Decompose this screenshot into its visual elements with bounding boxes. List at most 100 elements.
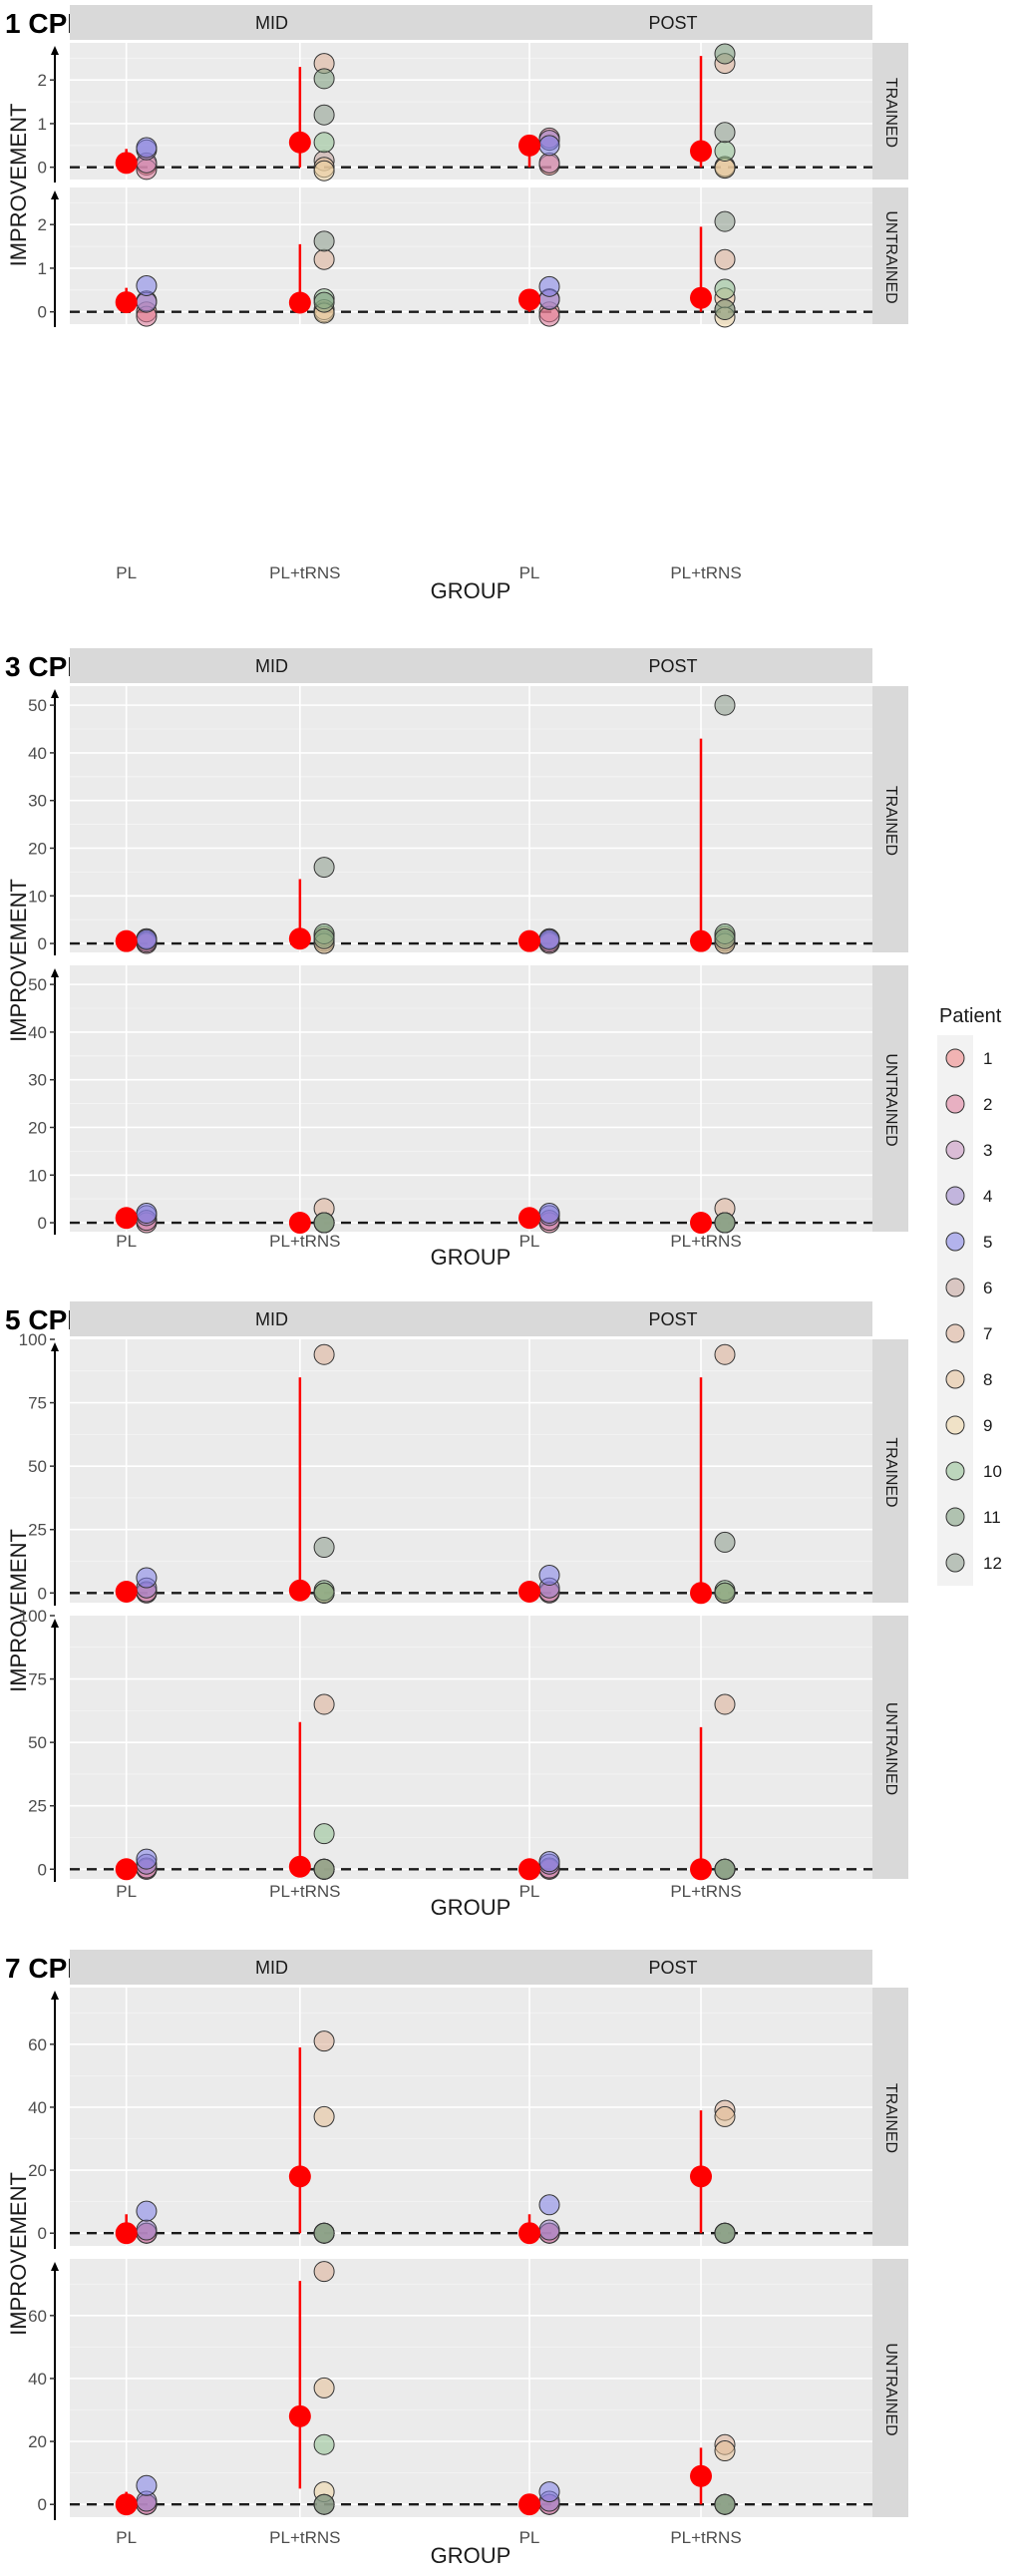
- panel-background: [474, 1616, 872, 1879]
- patient-point-5: [538, 928, 560, 950]
- strip-label-mid: MID: [255, 1958, 288, 1978]
- patient-point-5: [136, 1202, 158, 1224]
- panel-background: [70, 1988, 474, 2246]
- mean-point: [288, 2404, 311, 2427]
- y-tick-label: 40: [28, 2098, 47, 2117]
- y-tick-label: 25: [28, 1797, 47, 1816]
- patient-point-11: [714, 927, 736, 949]
- y-tick-label: 10: [28, 1166, 47, 1185]
- y-tick-label: 0: [38, 934, 47, 953]
- strip-trained: [872, 1988, 908, 2246]
- patient-point-12: [313, 1858, 335, 1880]
- strip-mid: [70, 1301, 474, 1336]
- patient-point-7: [714, 248, 736, 270]
- mean-point: [690, 140, 712, 163]
- y-tick-label: 50: [28, 1457, 47, 1476]
- panel-background: [474, 686, 872, 952]
- patient-point-5: [136, 928, 158, 950]
- strip-mid: [70, 5, 474, 40]
- y-tick-label: 50: [28, 975, 47, 994]
- patient-point-9: [313, 160, 335, 182]
- x-tick-label: PL: [116, 563, 137, 582]
- patient-point-7: [313, 2261, 335, 2283]
- x-tick-label: PL: [519, 1882, 540, 1901]
- y-axis-arrow-icon: [51, 1991, 59, 2000]
- strip-label-trained: TRAINED: [882, 786, 899, 856]
- cell-mid-trained: [70, 1339, 474, 1604]
- patient-point-12: [313, 2493, 335, 2515]
- panel-5-cpd: 5 CPD MID POSTIMPROVEMENTTRAINED0255075100…: [5, 1301, 908, 1920]
- y-tick-label: 20: [28, 2432, 47, 2451]
- legend-label: 12: [983, 1554, 1002, 1573]
- patient-point-5: [136, 2474, 158, 2496]
- patient-point-12: [714, 1212, 736, 1234]
- panel-background: [474, 965, 872, 1232]
- legend-label: 1: [983, 1049, 992, 1068]
- strip-untrained: [872, 1616, 908, 1879]
- strip-label-mid: MID: [255, 1309, 288, 1329]
- legend-label: 3: [983, 1141, 992, 1160]
- patient-point-7: [313, 1343, 335, 1365]
- y-tick-label: 0: [38, 2224, 47, 2243]
- panel-background: [70, 686, 474, 952]
- cell-mid-trained: [70, 43, 474, 182]
- y-axis-arrow-icon: [51, 46, 59, 55]
- y-tick-label: 30: [28, 792, 47, 811]
- panel-background: [70, 2259, 474, 2517]
- strip-label-untrained: UNTRAINED: [882, 1053, 899, 1146]
- panel-background: [474, 2259, 872, 2517]
- mean-point: [288, 291, 311, 314]
- patient-point-5: [538, 2481, 560, 2503]
- cell-post-trained: [474, 1988, 872, 2246]
- patient-point-11: [313, 927, 335, 949]
- patient-point-4: [136, 2219, 158, 2241]
- legend-label: 11: [983, 1508, 1001, 1527]
- y-tick-label: 25: [28, 1521, 47, 1540]
- y-tick-label: 1: [38, 259, 47, 278]
- strip-mid: [70, 648, 474, 683]
- mean-point: [288, 131, 311, 154]
- mean-point: [115, 1581, 138, 1604]
- strip-untrained: [872, 965, 908, 1232]
- mean-point: [288, 1579, 311, 1602]
- patient-point-12: [313, 2222, 335, 2244]
- strip-mid: [70, 1950, 474, 1985]
- y-tick-label: 100: [19, 1330, 47, 1349]
- legend-label: 9: [983, 1416, 992, 1435]
- legend-label: 5: [983, 1233, 992, 1252]
- strip-label-trained: TRAINED: [882, 2083, 899, 2153]
- legend-label: 4: [983, 1187, 992, 1206]
- strip-label-post: POST: [648, 13, 697, 33]
- legend-key-7: [945, 1323, 965, 1343]
- patient-point-5: [538, 2194, 560, 2216]
- patient-point-12: [714, 1531, 736, 1553]
- y-tick-label: 2: [38, 71, 47, 90]
- mean-point: [115, 2493, 138, 2516]
- patient-point-12: [313, 857, 335, 879]
- legend-key-5: [945, 1232, 965, 1252]
- mean-point: [288, 1855, 311, 1878]
- x-tick-label: PL: [116, 1232, 137, 1251]
- cell-post-trained: [474, 43, 872, 180]
- strip-untrained: [872, 187, 908, 324]
- y-tick-label: 60: [28, 2035, 47, 2054]
- y-tick-label: 0: [38, 2495, 47, 2514]
- y-tick-label: 30: [28, 1071, 47, 1090]
- strip-label-untrained: UNTRAINED: [882, 1702, 899, 1795]
- strip-post: [474, 648, 872, 683]
- cell-post-untrained: [474, 965, 872, 1235]
- patient-point-12: [714, 1858, 736, 1880]
- patient-point-11: [714, 43, 736, 65]
- mean-point: [690, 286, 712, 309]
- patient-point-8: [714, 2105, 736, 2127]
- patient-point-7: [313, 1693, 335, 1715]
- patient-point-5: [538, 1564, 560, 1586]
- patient-point-11: [313, 1582, 335, 1604]
- patient-point-7: [714, 1343, 736, 1365]
- y-axis-arrow-icon: [51, 689, 59, 698]
- legend-key-column: [937, 1035, 973, 1586]
- y-tick-label: 40: [28, 1023, 47, 1042]
- y-axis-title: IMPROVEMENT: [6, 1529, 31, 1692]
- patient-point-12: [313, 1537, 335, 1559]
- patient-point-5: [538, 135, 560, 157]
